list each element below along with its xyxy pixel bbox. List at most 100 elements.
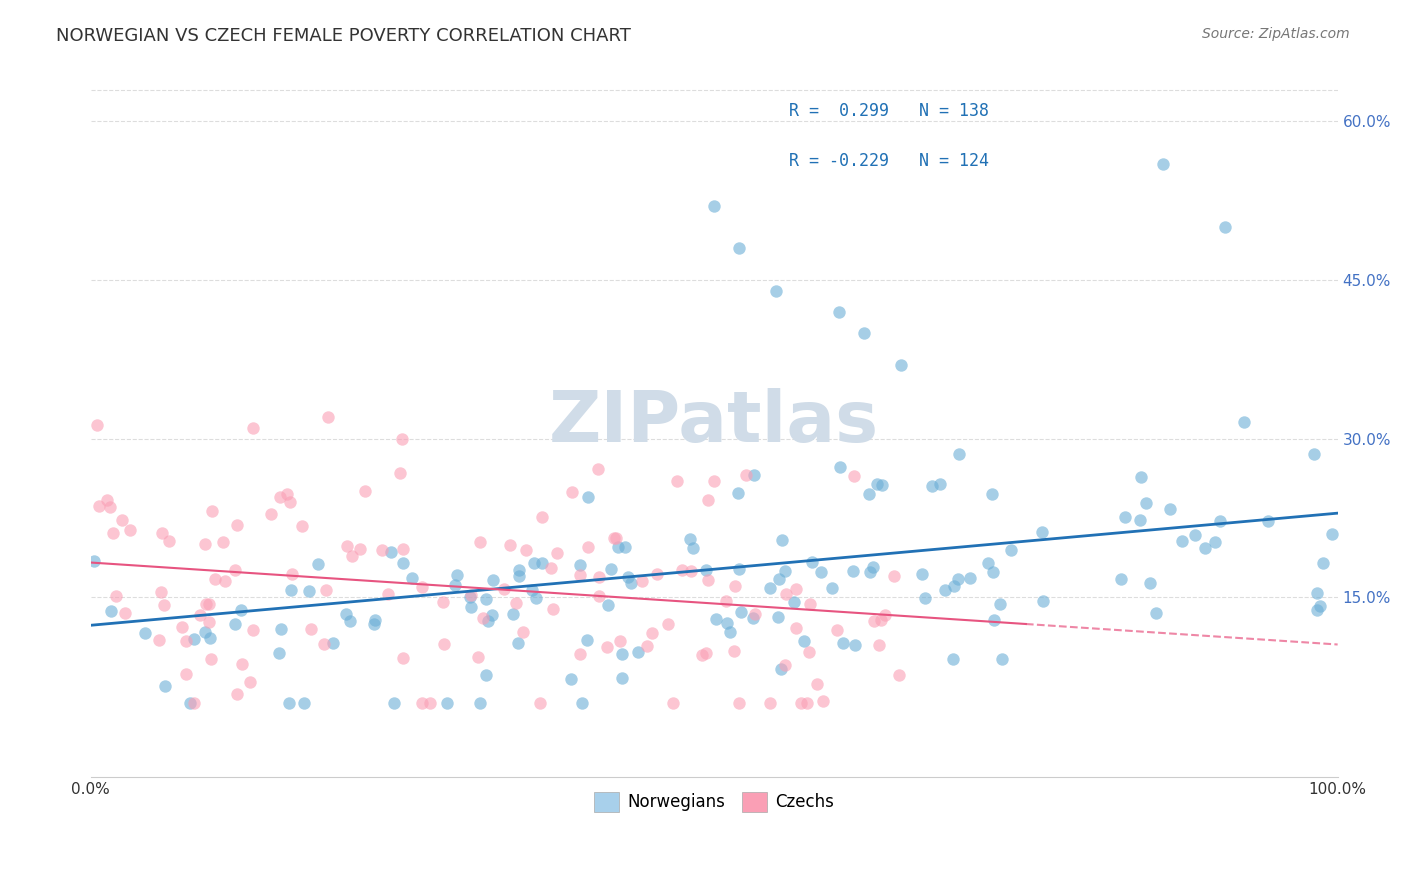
Point <box>610 671 633 685</box>
Point <box>1171 533 1194 548</box>
Point <box>1233 416 1256 430</box>
Point <box>515 543 537 558</box>
Point <box>315 582 337 597</box>
Point <box>828 459 851 474</box>
Point <box>276 487 298 501</box>
Point <box>201 504 224 518</box>
Point <box>150 585 173 599</box>
Point <box>679 564 702 578</box>
Point <box>307 558 329 572</box>
Point <box>391 432 413 446</box>
Point <box>183 632 205 647</box>
Point <box>770 533 793 548</box>
Point <box>1135 496 1157 510</box>
Point <box>671 563 693 577</box>
Point <box>269 491 291 505</box>
Point <box>226 518 249 533</box>
Point <box>277 696 299 710</box>
Point <box>541 602 564 616</box>
Point <box>458 590 481 604</box>
Point <box>1152 156 1174 170</box>
Point <box>148 633 170 648</box>
Point <box>170 620 193 634</box>
Point <box>679 532 702 546</box>
Point <box>641 626 664 640</box>
Point <box>728 696 751 710</box>
Legend: Norwegians, Czechs: Norwegians, Czechs <box>581 778 848 825</box>
Point <box>336 539 359 553</box>
Point <box>883 568 905 582</box>
Point <box>460 599 482 614</box>
Point <box>392 541 415 556</box>
Point <box>292 696 315 710</box>
Point <box>1031 525 1053 540</box>
Point <box>1320 526 1343 541</box>
Point <box>821 581 844 595</box>
Point <box>111 513 134 527</box>
Point <box>759 581 782 595</box>
Point <box>703 199 725 213</box>
Point <box>231 657 253 672</box>
Point <box>605 531 627 545</box>
Point <box>340 549 363 563</box>
Point <box>174 667 197 681</box>
Point <box>446 567 468 582</box>
Point <box>571 696 593 710</box>
Point <box>959 571 981 585</box>
Point <box>183 696 205 710</box>
Point <box>560 672 582 686</box>
Point <box>828 304 851 318</box>
Point <box>723 644 745 658</box>
Point <box>790 696 813 710</box>
Point <box>768 572 790 586</box>
Point <box>1257 514 1279 528</box>
Point <box>825 623 848 637</box>
Point <box>411 580 433 594</box>
Point <box>991 651 1014 665</box>
Point <box>467 650 489 665</box>
Text: ZIPatlas: ZIPatlas <box>550 388 879 458</box>
Point <box>1215 220 1237 235</box>
Point <box>354 484 377 499</box>
Point <box>468 534 491 549</box>
Point <box>239 675 262 690</box>
Point <box>914 591 936 606</box>
Point <box>281 567 304 582</box>
Point <box>797 645 820 659</box>
Point <box>695 646 717 660</box>
Point <box>101 526 124 541</box>
Point <box>371 542 394 557</box>
Point <box>157 533 180 548</box>
Point <box>1144 606 1167 620</box>
Point <box>471 611 494 625</box>
Point <box>392 651 415 665</box>
Point <box>724 579 747 593</box>
Point <box>502 607 524 621</box>
Point <box>636 639 658 653</box>
Point <box>1302 447 1324 461</box>
Point <box>475 592 498 607</box>
Point <box>179 696 201 710</box>
Point <box>176 634 198 648</box>
Point <box>875 607 897 622</box>
Point <box>363 616 385 631</box>
Point <box>568 647 591 661</box>
Point <box>194 597 217 611</box>
Point <box>1139 575 1161 590</box>
Point <box>83 554 105 568</box>
Point <box>727 486 749 500</box>
Point <box>339 614 361 628</box>
Point <box>831 636 853 650</box>
Point <box>1114 510 1136 524</box>
Point <box>988 597 1011 611</box>
Point <box>380 545 402 559</box>
Point <box>942 651 965 665</box>
Point <box>603 531 626 545</box>
Point <box>844 469 866 483</box>
Point <box>335 607 357 621</box>
Point <box>436 696 458 710</box>
Point <box>1208 514 1230 528</box>
Point <box>841 564 863 578</box>
Point <box>242 421 264 435</box>
Point <box>1032 593 1054 607</box>
